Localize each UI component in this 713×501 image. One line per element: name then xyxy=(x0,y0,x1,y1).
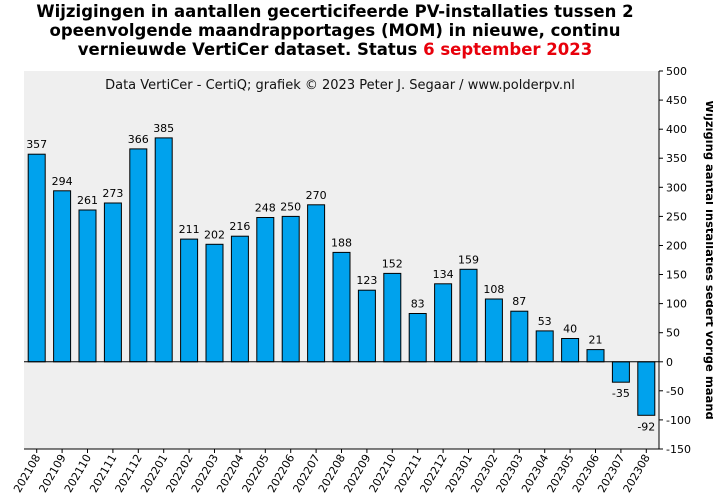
data-label-202206: 250 xyxy=(280,200,301,213)
bar-202201 xyxy=(154,137,173,363)
bar-202301 xyxy=(459,268,478,363)
bar-202204 xyxy=(230,235,249,363)
y-tick-label: -100 xyxy=(666,414,691,427)
y-tick-label: 50 xyxy=(666,327,680,340)
chart-title-main: Wijzigingen in aantallen gecerticifeerde… xyxy=(36,2,634,59)
data-label-202307: -35 xyxy=(612,387,630,400)
bar-202212 xyxy=(434,283,453,363)
data-label-202111: 273 xyxy=(102,187,123,200)
y-axis-ticks: -150 -100 -50 0 50 100 150 200 250 300 350 400 450 50… xyxy=(659,65,691,456)
y-tick-label: 0 xyxy=(666,356,673,369)
x-axis-ticks: 2021082021092021102021112021122022012022… xyxy=(11,449,653,495)
data-label-202211: 83 xyxy=(411,298,425,311)
bar-202302 xyxy=(484,298,503,363)
bar-202206 xyxy=(281,215,300,363)
bar-202306 xyxy=(586,349,605,363)
bar-202303 xyxy=(510,310,529,363)
y-tick-label: -150 xyxy=(666,443,691,456)
bar-202210 xyxy=(383,272,402,363)
bar-202305 xyxy=(561,338,580,363)
data-label-202210: 152 xyxy=(382,257,403,270)
data-label-202212: 134 xyxy=(433,268,454,281)
bar-202108 xyxy=(27,153,46,363)
y-tick-label: 200 xyxy=(666,240,687,253)
bar-202110 xyxy=(78,209,97,363)
y-tick-label: 500 xyxy=(666,65,687,78)
chart-title: Wijzigingen in aantallen gecerticifeerde… xyxy=(20,2,650,59)
data-label-202112: 366 xyxy=(128,133,149,146)
bar-202111 xyxy=(103,202,122,363)
bar-202109 xyxy=(53,190,72,363)
y-tick-label: 250 xyxy=(666,210,687,223)
data-label-202201: 385 xyxy=(153,122,174,135)
data-label-202302: 108 xyxy=(483,283,504,296)
data-label-202306: 21 xyxy=(589,334,603,347)
y-tick-label: 350 xyxy=(666,152,687,165)
y-tick-label: 300 xyxy=(666,181,687,194)
chart-title-date: 6 september 2023 xyxy=(423,40,593,59)
bar-202112 xyxy=(129,148,148,363)
data-label-202308: -92 xyxy=(637,420,655,433)
data-label-202305: 40 xyxy=(563,323,577,336)
y-tick-label: 100 xyxy=(666,298,687,311)
data-label-202108: 357 xyxy=(26,138,47,151)
data-label-202110: 261 xyxy=(77,194,98,207)
bar-202209 xyxy=(357,289,376,363)
bar-202205 xyxy=(256,217,275,363)
y-tick-label: -50 xyxy=(666,385,684,398)
bar-202207 xyxy=(307,204,326,363)
data-label-202203: 202 xyxy=(204,228,225,241)
data-label-202202: 211 xyxy=(179,223,200,236)
data-label-202204: 216 xyxy=(229,220,250,233)
bar-202208 xyxy=(332,251,351,363)
y-axis-label: Wijziging aantal installaties sedert vor… xyxy=(703,100,713,420)
data-label-202209: 123 xyxy=(356,274,377,287)
bar-202202 xyxy=(180,238,199,363)
y-tick-label: 400 xyxy=(666,123,687,136)
bar-202307 xyxy=(611,361,630,383)
bar-202308 xyxy=(637,361,656,416)
data-label-202207: 270 xyxy=(306,189,327,202)
bar-202203 xyxy=(205,243,224,363)
data-label-202301: 159 xyxy=(458,253,479,266)
bar-202211 xyxy=(408,313,427,363)
data-label-202205: 248 xyxy=(255,202,276,215)
bar-202304 xyxy=(535,330,554,363)
y-tick-label: 450 xyxy=(666,94,687,107)
data-label-202109: 294 xyxy=(52,175,73,188)
data-label-202303: 87 xyxy=(512,295,526,308)
data-label-202208: 188 xyxy=(331,236,352,249)
data-label-202304: 53 xyxy=(538,315,552,328)
y-tick-label: 150 xyxy=(666,269,687,282)
chart-credit: Data VertiCer - CertiQ; grafiek © 2023 P… xyxy=(105,78,575,93)
